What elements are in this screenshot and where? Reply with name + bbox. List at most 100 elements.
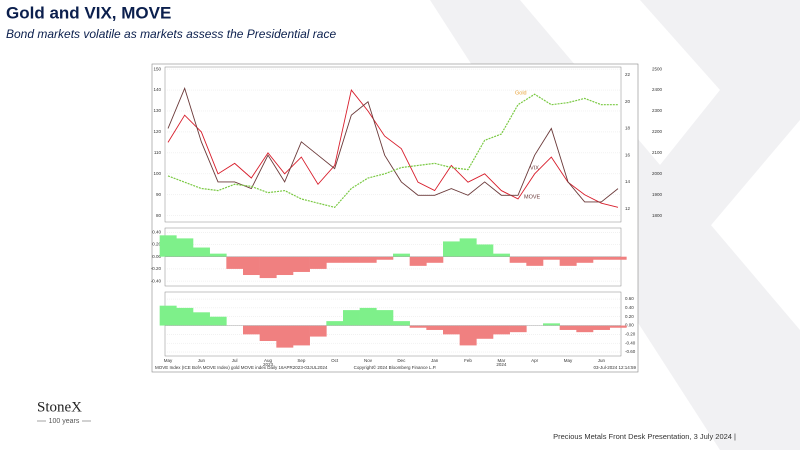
area-bar (493, 325, 510, 335)
logo: StoneX (37, 399, 82, 415)
y-tick-label: -0.40 (625, 340, 636, 345)
x-tick-label: Dec (397, 358, 406, 363)
x-year-label: 2023 (263, 362, 274, 367)
area-bar (526, 256, 544, 266)
area-bar (409, 325, 427, 328)
slide-footer: Precious Metals Front Desk Presentation,… (553, 432, 736, 441)
area-bar (443, 241, 460, 257)
area-bar (293, 325, 310, 346)
area-bar (426, 256, 444, 263)
y-tick-label: 2200 (652, 129, 663, 134)
y-tick-label: 14 (625, 179, 631, 184)
area-bar (426, 325, 444, 330)
area-bar (543, 323, 560, 326)
area-bar (326, 321, 344, 326)
area-bar (343, 310, 360, 326)
y-tick-label: 0.40 (152, 229, 161, 234)
area-bar (243, 256, 260, 276)
area-bar (293, 256, 310, 272)
area-bar (176, 307, 194, 326)
area-bar (376, 310, 394, 326)
x-tick-label: Aug (264, 358, 273, 363)
x-tick-label: May (564, 358, 573, 363)
y-tick-label: 140 (153, 87, 161, 92)
chart-frame (151, 63, 639, 373)
y-tick-label: 1900 (652, 192, 663, 197)
area-bar (459, 325, 477, 346)
x-tick-label: Jun (198, 358, 206, 363)
y-tick-label: 0.40 (625, 305, 634, 310)
y-tick-label: 0.60 (625, 296, 634, 301)
x-tick-label: May (164, 358, 173, 363)
annotation: Gold (515, 90, 527, 96)
area-bar (259, 256, 277, 279)
y-tick-label: 130 (153, 108, 161, 113)
area-bar (559, 256, 577, 266)
area-bar (276, 325, 294, 348)
area-bar (309, 256, 327, 269)
y-tick-label: -0.60 (625, 349, 636, 354)
area-bar (359, 307, 377, 326)
area-bar (476, 325, 494, 339)
y-tick-label: 100 (153, 171, 161, 176)
annotation: VIX (530, 165, 539, 171)
area-bar (326, 256, 344, 263)
x-tick-label: Nov (364, 358, 373, 363)
x-tick-label: Feb (464, 358, 472, 363)
y-tick-label: -0.40 (151, 278, 162, 283)
area-bar (593, 256, 610, 260)
y-tick-label: 2000 (652, 171, 663, 176)
series-line (167, 93, 618, 209)
y-tick-label: 0.20 (152, 242, 161, 247)
area-bar (309, 325, 327, 337)
annotation: MOVE (524, 194, 541, 200)
y-tick-label: -0.20 (625, 332, 636, 337)
chart-source: MOVE Index (ICE BofA MOVE Index) gold MO… (155, 365, 328, 370)
y-tick-label: 18 (625, 126, 631, 131)
area-bar (159, 305, 177, 326)
area-bar (176, 238, 194, 257)
area-bar (409, 256, 427, 266)
area-bar (609, 325, 627, 328)
area-bar (509, 256, 527, 263)
slide-subtitle: Bond markets volatile as markets assess … (6, 27, 336, 41)
area-bar (543, 256, 560, 260)
area-bar (609, 256, 627, 260)
y-tick-label: 110 (154, 150, 162, 155)
area-bar (509, 325, 527, 333)
y-tick-label: 0.00 (625, 323, 634, 328)
y-tick-label: 150 (153, 66, 161, 71)
series-line (167, 89, 619, 208)
y-tick-label: -0.20 (151, 266, 162, 271)
area-bar (393, 321, 410, 326)
y-tick-label: 2100 (652, 150, 663, 155)
area-bar (593, 325, 610, 330)
area-bar (209, 253, 227, 257)
y-tick-label: 120 (153, 129, 161, 134)
x-tick-label: Apr (531, 358, 539, 363)
y-tick-label: 20 (625, 99, 631, 104)
panel-frame (164, 66, 622, 223)
area-bar (276, 256, 294, 276)
area-bar (559, 325, 577, 330)
area-bar (259, 325, 277, 341)
y-tick-label: 0.00 (152, 254, 161, 259)
y-tick-label: 0.20 (625, 314, 634, 319)
y-tick-label: 22 (625, 72, 631, 77)
y-tick-label: 16 (625, 152, 631, 157)
x-tick-label: Jan (431, 358, 439, 363)
y-tick-label: 2500 (652, 66, 663, 71)
slide-title: Gold and VIX, MOVE (6, 3, 171, 22)
x-tick-label: Jun (598, 358, 606, 363)
x-tick-label: Mar (497, 358, 505, 363)
area-bar (343, 256, 360, 263)
area-bar (359, 256, 377, 263)
area-bar (159, 235, 177, 257)
y-tick-label: 2400 (652, 87, 663, 92)
y-tick-label: 2300 (652, 108, 663, 113)
area-bar (493, 253, 510, 257)
chart-source: Copyright© 2024 Bloomberg Finance L.P. (354, 364, 437, 370)
y-tick-label: 1800 (652, 213, 663, 218)
